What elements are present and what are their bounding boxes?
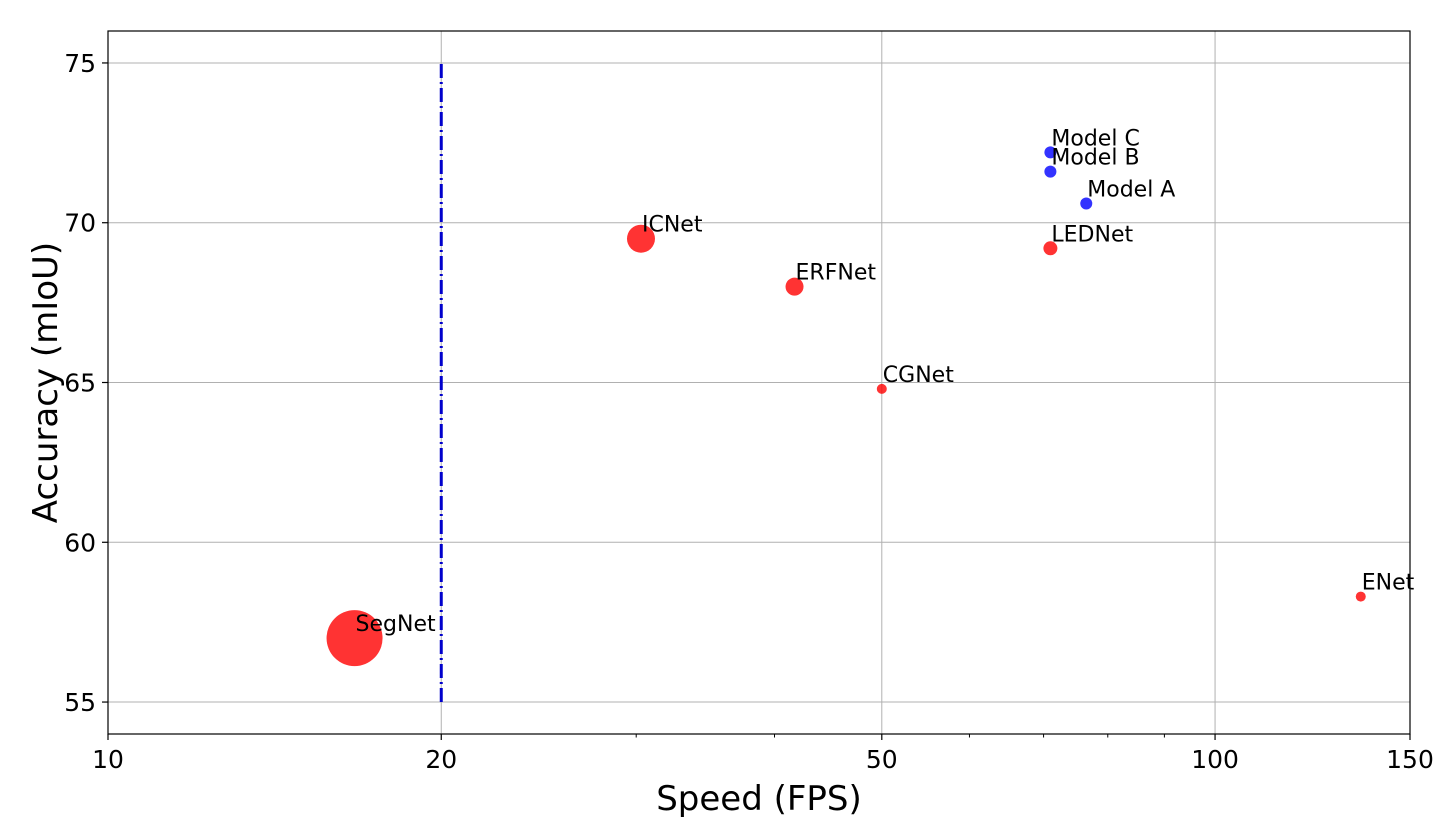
point-label: ICNet [642,213,703,238]
y-tick-label: 70 [64,209,96,238]
point-label: CGNet [883,363,954,388]
point-label: ERFNet [796,261,877,286]
y-tick-label: 55 [64,688,96,717]
data-point [326,610,383,667]
point-label: Model A [1087,178,1175,203]
grid [107,31,1411,734]
point-label: ENet [1362,571,1415,596]
y-axis-label: Accuracy (mIoU) [26,242,66,523]
data-point [1043,241,1058,256]
x-tick-label: 10 [92,745,124,774]
data-point [1044,165,1057,178]
data-point [1080,197,1093,210]
point-label: SegNet [356,612,436,637]
point-label: Model C [1051,126,1139,151]
y-tick-label: 75 [64,49,96,78]
data-point [785,277,804,296]
data-point [1355,591,1366,602]
y-tick-label: 65 [64,369,96,398]
x-tick-label: 100 [1191,745,1239,774]
data-point [626,224,655,253]
point-labels: SegNet ICNet ERFNet CGNet LEDNet ENet Model A M… [356,126,1415,637]
y-tick-label: 60 [64,528,96,557]
axis-ticks: 10 20 50 100 150 55 60 65 70 75 [64,49,1434,774]
data-point [1044,146,1057,159]
x-tick-label: 150 [1386,745,1434,774]
data-points [326,146,1366,667]
x-tick-label: 20 [425,745,457,774]
data-point [876,383,887,394]
point-label: Model B [1051,146,1139,171]
x-axis-label: Speed (FPS) [656,779,862,819]
x-tick-label: 50 [866,745,898,774]
point-label: LEDNet [1051,222,1133,247]
